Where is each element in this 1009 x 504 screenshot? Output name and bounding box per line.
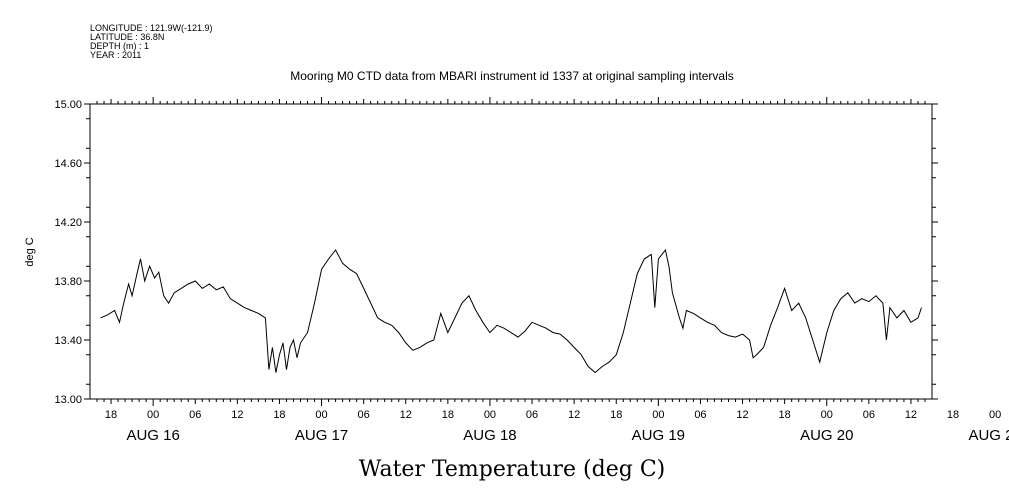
x-day-label: AUG 16 <box>126 427 179 444</box>
x-hour-label: 00 <box>484 409 496 421</box>
bottom-title: Water Temperature (deg C) <box>359 457 666 482</box>
x-hour-label: 18 <box>779 409 791 421</box>
x-hour-label: 12 <box>568 409 580 421</box>
x-hour-label: 06 <box>358 409 370 421</box>
x-hour-label: 18 <box>273 409 285 421</box>
x-hour-label: 00 <box>147 409 159 421</box>
meta-year: YEAR : 2011 <box>90 50 141 60</box>
series-group <box>100 248 922 374</box>
x-hour-label: 12 <box>400 409 412 421</box>
x-hour-label: 06 <box>526 409 538 421</box>
y-tick-label: 13.80 <box>54 276 82 288</box>
x-hour-label: 00 <box>652 409 664 421</box>
x-hour-label: 00 <box>989 409 1001 421</box>
x-hour-label: 18 <box>947 409 959 421</box>
x-hour-label: 12 <box>736 409 748 421</box>
x-hour-label: 18 <box>610 409 622 421</box>
y-tick-label: 14.60 <box>54 158 82 170</box>
x-day-label: AUG 17 <box>295 427 348 444</box>
series-line <box>100 248 922 374</box>
meta-depth: DEPTH (m) : 1 <box>90 41 149 51</box>
y-tick-label: 13.40 <box>54 335 82 347</box>
y-axis: 13.00 13.40 13.80 14.20 14.60 15.00 <box>54 99 938 406</box>
y-axis-label: deg C <box>24 237 36 266</box>
x-hour-label: 18 <box>442 409 454 421</box>
meta-longitude: LONGITUDE : 121.9W(-121.9) <box>90 23 213 33</box>
x-axis: 18 00 06 12 18 00 06 12 18 00 06 12 18 00 06 12 18 00 06 12… <box>96 97 1009 444</box>
meta-latitude: LATITUDE : 36.8N <box>90 32 164 42</box>
y-tick-label: 15.00 <box>54 99 82 111</box>
x-hour-label: 06 <box>694 409 706 421</box>
x-day-label: AUG 18 <box>463 427 516 444</box>
x-hour-label: 12 <box>905 409 917 421</box>
chart-title: Mooring M0 CTD data from MBARI instrumen… <box>290 69 734 83</box>
x-hour-label: 06 <box>863 409 875 421</box>
plot-frame <box>89 103 933 400</box>
x-hour-label: 00 <box>821 409 833 421</box>
x-hour-label: 06 <box>189 409 201 421</box>
x-hour-label: 00 <box>315 409 327 421</box>
x-day-label: AUG 19 <box>632 427 685 444</box>
x-day-label: AUG 21 <box>968 427 1009 444</box>
y-tick-label: 13.00 <box>54 394 82 406</box>
x-hour-label: 12 <box>231 409 243 421</box>
x-hour-label: 18 <box>105 409 117 421</box>
x-day-label: AUG 20 <box>800 427 853 444</box>
y-tick-label: 14.20 <box>54 217 82 229</box>
